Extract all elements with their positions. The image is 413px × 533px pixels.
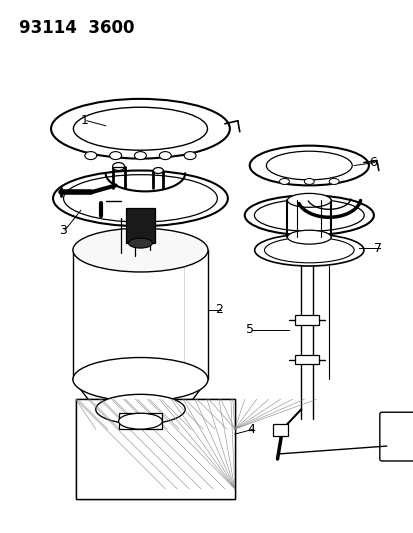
Ellipse shape [134,151,146,159]
Bar [76,399,234,499]
Ellipse shape [112,163,124,171]
Bar [76,399,234,499]
Ellipse shape [264,237,353,263]
Ellipse shape [109,151,121,159]
Ellipse shape [95,394,185,424]
Bar [295,315,318,325]
Ellipse shape [159,151,171,159]
Ellipse shape [304,179,313,184]
Text: 2: 2 [214,303,222,316]
Text: 3: 3 [59,224,67,237]
FancyBboxPatch shape [379,412,413,461]
Bar [272,424,288,436]
Ellipse shape [128,238,152,248]
Ellipse shape [254,234,363,266]
Ellipse shape [287,193,330,207]
Text: 1: 1 [81,114,88,127]
Ellipse shape [73,107,207,150]
Ellipse shape [266,151,351,180]
Ellipse shape [328,179,338,184]
Ellipse shape [85,151,97,159]
Ellipse shape [53,171,227,226]
Ellipse shape [244,196,373,235]
Ellipse shape [73,358,207,401]
Ellipse shape [73,228,207,272]
Text: 5: 5 [245,323,253,336]
Bar [295,354,318,365]
Bar [76,399,234,499]
Text: 4: 4 [247,423,255,435]
Ellipse shape [287,230,330,244]
Text: 7: 7 [373,241,381,255]
Ellipse shape [249,146,368,185]
Ellipse shape [279,179,289,184]
Ellipse shape [254,199,363,231]
Ellipse shape [153,167,163,173]
Ellipse shape [63,175,217,222]
Bar [76,399,234,499]
Bar [118,413,162,429]
Ellipse shape [118,413,162,429]
Text: 93114  3600: 93114 3600 [19,19,135,37]
Bar [125,208,155,243]
Text: 6: 6 [368,156,376,169]
Ellipse shape [184,151,196,159]
Ellipse shape [51,99,229,158]
